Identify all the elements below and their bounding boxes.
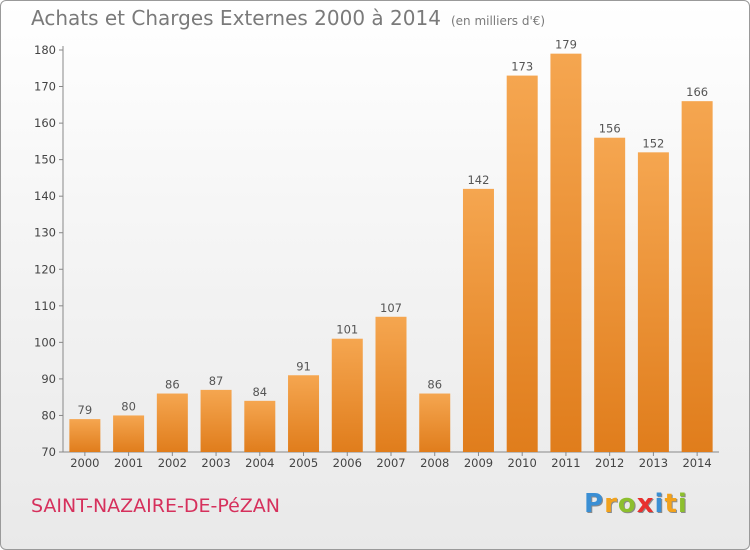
x-tick-label: 2007: [376, 456, 405, 470]
y-tick-label: 120: [34, 262, 56, 276]
bar-2002: [156, 393, 188, 452]
chart-subtitle: (en milliers d'€): [450, 14, 546, 28]
x-tick-label: 2002: [158, 456, 187, 470]
y-tick-label: 130: [34, 226, 56, 240]
bar-2011: [550, 53, 582, 453]
y-tick-label: 80: [41, 408, 56, 422]
bar-2003: [200, 389, 232, 452]
value-label-2010: 173: [511, 60, 533, 74]
x-tick-label: 2006: [333, 456, 362, 470]
value-label-2001: 80: [121, 399, 136, 413]
bar-2010: [506, 75, 538, 452]
logo-letter: r: [604, 489, 618, 519]
y-tick-label: 140: [34, 189, 56, 203]
logo-letter: i: [654, 489, 665, 519]
proxiti-logo[interactable]: Proxiti: [584, 489, 688, 519]
chart-bars: [69, 53, 713, 453]
logo-letter: i: [677, 489, 688, 519]
x-tick-label: 2013: [639, 456, 668, 470]
bar-2005: [288, 375, 320, 452]
y-tick-label: 170: [34, 80, 56, 94]
value-label-2006: 101: [336, 323, 358, 337]
x-tick-label: 2001: [114, 456, 143, 470]
x-tick-label: 2000: [70, 456, 99, 470]
value-label-2011: 179: [555, 38, 577, 52]
chart-value-labels: 79 80 86 87 84 91 101 107 86 142 173 179 156 152 166: [78, 38, 709, 417]
logo-letter: P: [584, 489, 605, 519]
value-label-2008: 86: [427, 378, 442, 392]
x-tick-label: 2005: [289, 456, 318, 470]
value-label-2004: 84: [252, 385, 267, 399]
value-label-2012: 156: [599, 122, 621, 136]
value-label-2000: 79: [78, 403, 93, 417]
x-tick-label: 2011: [551, 456, 580, 470]
value-label-2005: 91: [296, 359, 311, 373]
x-tick-label: 2009: [464, 456, 493, 470]
x-tick-label: 2012: [595, 456, 624, 470]
bar-2006: [331, 338, 363, 452]
y-tick-label: 100: [34, 335, 56, 349]
bar-2009: [462, 188, 494, 452]
y-tick-label: 160: [34, 116, 56, 130]
x-tick-label: 2014: [682, 456, 711, 470]
y-tick-label: 180: [34, 43, 56, 57]
y-tick-label: 110: [34, 299, 56, 313]
value-label-2003: 87: [209, 374, 224, 388]
value-label-2007: 107: [380, 301, 402, 315]
bar-2007: [375, 316, 407, 452]
chart-axes: 70 80 90 100 110 120 130 140 150 160 170 180 2000 200…: [34, 43, 719, 470]
logo-letter: t: [664, 489, 678, 519]
x-tick-label: 2003: [201, 456, 230, 470]
value-label-2013: 152: [642, 136, 664, 150]
bar-2013: [637, 152, 669, 452]
y-tick-label: 90: [41, 372, 56, 386]
x-tick-label: 2004: [245, 456, 274, 470]
y-tick-label: 70: [41, 445, 56, 459]
commune-name: SAINT-NAZAIRE-DE-PéZAN: [31, 495, 281, 517]
x-tick-label: 2008: [420, 456, 449, 470]
chart-title: Achats et Charges Externes 2000 à 2014 (e…: [31, 6, 545, 30]
bar-2000: [69, 419, 101, 452]
value-label-2002: 86: [165, 378, 180, 392]
bar-2014: [681, 101, 713, 452]
bar-2004: [244, 400, 276, 452]
value-label-2014: 166: [686, 85, 708, 99]
y-tick-label: 150: [34, 153, 56, 167]
logo-letter: o: [617, 489, 637, 519]
logo-letter: x: [636, 489, 655, 519]
bar-2012: [594, 137, 626, 452]
value-label-2009: 142: [467, 173, 489, 187]
x-tick-label: 2010: [508, 456, 537, 470]
bar-2008: [419, 393, 451, 452]
bar-2001: [113, 415, 145, 452]
chart-title-text: Achats et Charges Externes 2000 à 2014: [31, 6, 441, 30]
